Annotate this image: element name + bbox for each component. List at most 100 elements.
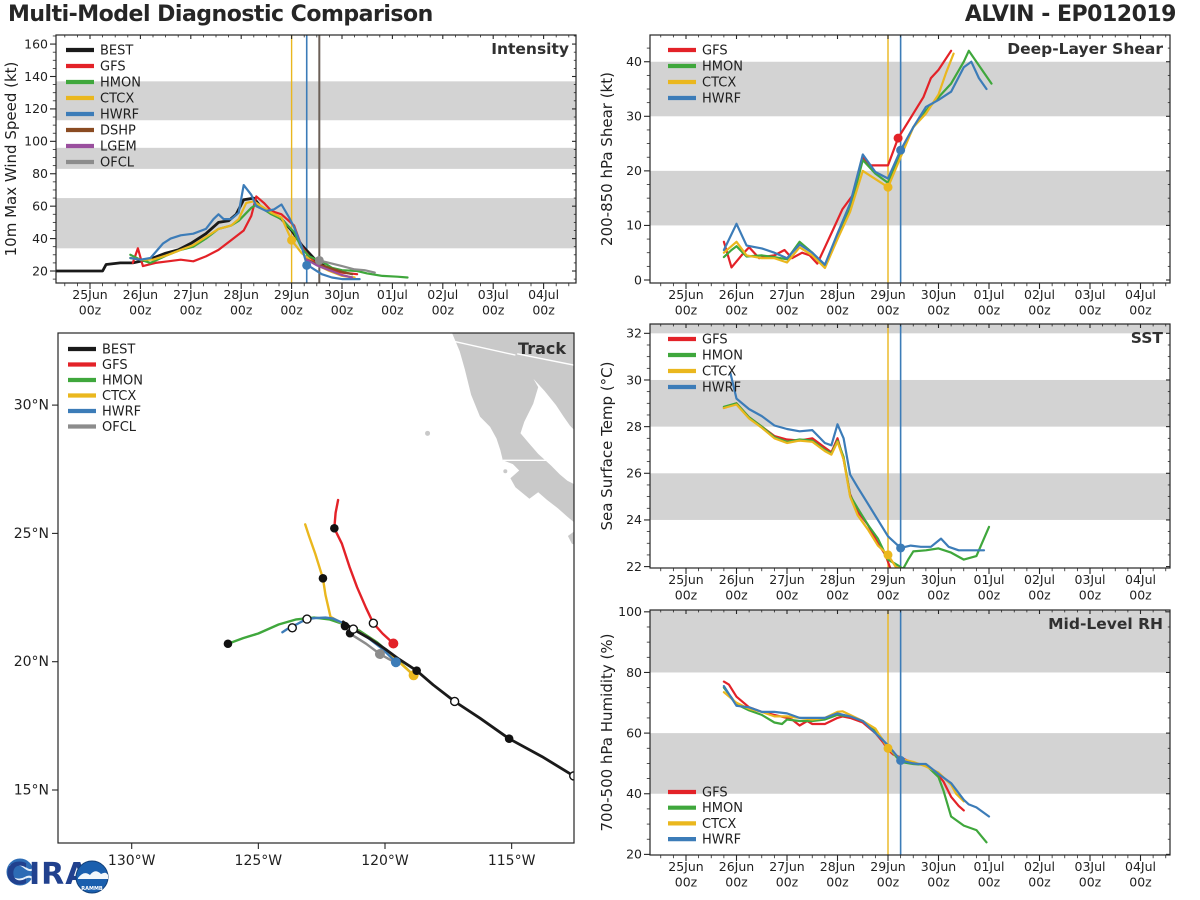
lon-tick-label: 125°W xyxy=(235,853,283,869)
legend-label-CTCX: CTCX xyxy=(100,92,134,107)
y-tick-label: 60 xyxy=(626,725,642,740)
legend-label-BEST: BEST xyxy=(102,343,135,358)
x-tick-sublabel: 00z xyxy=(1079,588,1102,603)
legend-label-GFS: GFS xyxy=(702,786,728,801)
x-tick-label: 03Jul xyxy=(1075,572,1106,587)
intensity-y-axis-title: 10m Max Wind Speed (kt) xyxy=(2,62,20,257)
shear-panel-label: Deep-Layer Shear xyxy=(1007,40,1163,58)
x-tick-sublabel: 00z xyxy=(877,303,900,318)
x-tick-label: 29Jun xyxy=(870,572,905,587)
series-HWRF xyxy=(722,684,991,818)
legend-label-GFS: GFS xyxy=(102,358,128,373)
x-tick-sublabel: 00z xyxy=(978,588,1001,603)
shear-plot-area xyxy=(650,35,1170,283)
x-tick-sublabel: 00z xyxy=(381,303,404,318)
position-marker-filled xyxy=(223,639,233,649)
shear-frame xyxy=(649,34,1171,284)
init-marker-OFCL xyxy=(314,255,324,265)
x-tick-label: 02Jul xyxy=(1024,859,1055,874)
position-marker-open xyxy=(348,624,359,634)
y-tick-label: 20 xyxy=(626,163,642,178)
category-band xyxy=(56,198,576,249)
category-band xyxy=(650,610,1170,673)
y-tick-label: 100 xyxy=(618,604,642,619)
category-band xyxy=(650,61,1170,117)
category-band xyxy=(650,473,1170,520)
x-tick-label: 27Jun xyxy=(173,287,208,302)
init-marker-HWRF xyxy=(896,543,906,553)
series-CTCX xyxy=(722,52,955,270)
y-tick-label: 28 xyxy=(626,419,642,434)
legend-label-GFS: GFS xyxy=(702,333,728,348)
x-tick-sublabel: 00z xyxy=(877,875,900,890)
legend-label-GFS: GFS xyxy=(100,60,126,75)
x-tick-label: 02Jul xyxy=(1024,572,1055,587)
series-HWRF xyxy=(729,371,986,552)
shear-y-axis-title: 200-850 hPa Shear (kt) xyxy=(598,72,616,246)
rh-panel-label: Mid-Level RH xyxy=(1048,615,1163,633)
x-tick-sublabel: 00z xyxy=(1129,875,1152,890)
x-tick-label: 26Jun xyxy=(719,572,754,587)
x-tick-sublabel: 00z xyxy=(877,588,900,603)
lat-tick-label: 20°N xyxy=(14,654,49,670)
panel-rh: 25Jun00z26Jun00z27Jun00z28Jun00z29Jun00z… xyxy=(598,604,1171,890)
landmass-baja xyxy=(452,333,574,523)
legend-label-CTCX: CTCX xyxy=(702,365,736,380)
lon-tick-label: 115°W xyxy=(488,853,536,869)
track-OFCL xyxy=(348,632,401,666)
rammb-badge-text: RAMMB xyxy=(81,886,103,892)
legend-label-HWRF: HWRF xyxy=(100,108,139,123)
legend-label-HWRF: HWRF xyxy=(702,381,741,396)
x-tick-label: 30Jun xyxy=(324,287,359,302)
x-tick-sublabel: 00z xyxy=(826,875,849,890)
x-tick-sublabel: 00z xyxy=(1028,303,1051,318)
series-OFCL xyxy=(318,259,376,274)
position-marker-open xyxy=(368,618,379,628)
y-tick-label: 100 xyxy=(24,134,48,149)
x-tick-sublabel: 00z xyxy=(280,303,303,318)
x-tick-sublabel: 00z xyxy=(725,875,748,890)
legend-label-HWRF: HWRF xyxy=(702,92,741,107)
y-tick-label: 40 xyxy=(626,54,642,69)
x-tick-label: 02Jul xyxy=(427,287,458,302)
x-tick-label: 28Jun xyxy=(820,572,855,587)
x-tick-sublabel: 00z xyxy=(79,303,102,318)
init-marker-HWRF xyxy=(896,755,906,765)
legend-label-BEST: BEST xyxy=(100,44,133,59)
legend-label-HMON: HMON xyxy=(702,801,743,816)
x-tick-label: 27Jun xyxy=(769,572,804,587)
legend-label-LGEM: LGEM xyxy=(100,140,137,155)
x-tick-sublabel: 00z xyxy=(675,875,698,890)
y-tick-label: 60 xyxy=(32,198,48,213)
y-tick-label: 40 xyxy=(32,231,48,246)
lat-tick-label: 15°N xyxy=(14,783,49,799)
track-panel-label: Track xyxy=(518,339,566,358)
legend-label-HWRF: HWRF xyxy=(102,405,141,420)
init-marker-HWRF xyxy=(896,145,906,155)
panel-track: 130°W 125°W 120°W 115°W 15°N 20°N 25°N 30°N Trac… xyxy=(14,332,575,869)
badge-clouds xyxy=(78,871,108,879)
category-band xyxy=(56,81,576,121)
track-GFS xyxy=(333,498,395,645)
storm-title: ALVIN - EP012019 xyxy=(964,2,1177,27)
x-tick-sublabel: 00z xyxy=(230,303,253,318)
position-marker-filled xyxy=(504,734,514,743)
track-frame xyxy=(57,332,575,844)
init-position-GFS xyxy=(388,638,399,649)
political-border xyxy=(517,353,574,366)
init-marker-CTCX xyxy=(883,182,893,192)
y-tick-label: 80 xyxy=(32,166,48,181)
intensity-frame xyxy=(55,34,577,284)
init-position-HWRF xyxy=(390,657,401,668)
y-tick-label: 80 xyxy=(626,665,642,680)
legend-label-CTCX: CTCX xyxy=(702,76,736,91)
legend-label-HMON: HMON xyxy=(100,76,141,91)
legend-label-OFCL: OFCL xyxy=(100,156,135,171)
x-tick-sublabel: 00z xyxy=(725,588,748,603)
panel-intensity: 25Jun00z26Jun00z27Jun00z28Jun00z29Jun00z… xyxy=(2,34,577,318)
position-marker-filled xyxy=(340,621,350,631)
x-tick-sublabel: 00z xyxy=(1129,303,1152,318)
legend-label-OFCL: OFCL xyxy=(102,420,137,435)
x-tick-label: 26Jun xyxy=(719,287,754,302)
